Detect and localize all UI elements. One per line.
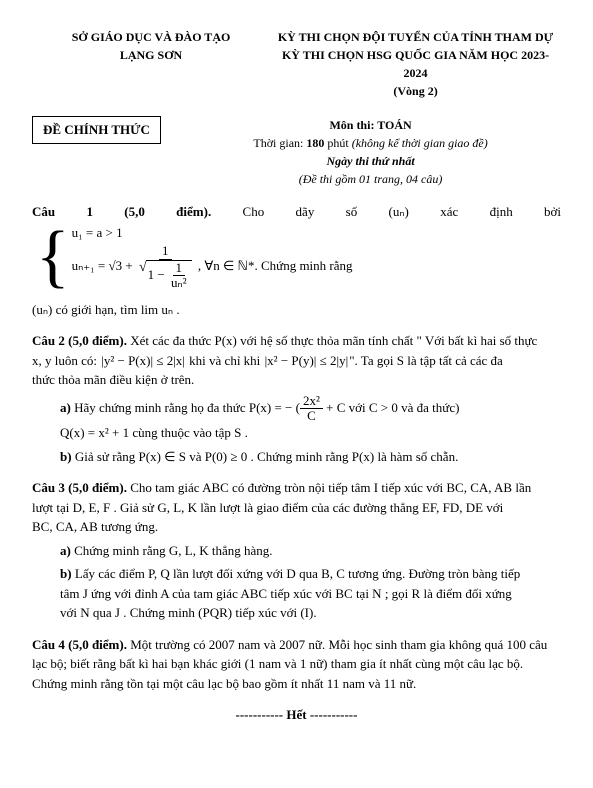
q4-l3: Chứng minh rằng tồn tại một câu lạc bộ b… [32,674,561,694]
question-3: Câu 3 (5,0 điểm). Cho tam giác ABC có đư… [32,478,561,623]
meta-row: ĐỀ CHÍNH THỨC Môn thi: TOÁN Thời gian: 1… [32,116,561,188]
q3-b-text: Lấy các điểm P, Q lần lượt đối xứng với … [72,566,521,581]
question-4: Câu 4 (5,0 điểm). Một trường có 2007 nam… [32,635,561,694]
exam-title-2: KỲ THI CHỌN HSG QUỐC GIA NĂM HỌC 2023-20… [270,46,561,82]
q1-inner-prefix: 1 − [148,267,168,282]
q2-line3: thức thỏa mãn điều kiện ở trên. [32,370,561,390]
q2-b-text: Giả sử rằng P(x) ∈ S và P(0) ≥ 0 . Chứng… [72,449,459,464]
q2-label: Câu 2 (5,0 điểm). [32,333,127,348]
exam-round: (Vòng 2) [270,82,561,100]
q3-l1: Cho tam giác ABC có đường tròn nội tiếp … [127,480,531,495]
q3-label: Câu 3 (5,0 điểm). [32,480,127,495]
q2-b-label: b) [60,449,72,464]
q2-l2c: ". Ta gọi S là tập tất cả các đa [349,353,503,368]
meta-left: ĐỀ CHÍNH THỨC [32,116,180,148]
q2-l2a: x, y luôn có: [32,353,100,368]
q2-l2b: khi và chỉ khi [186,353,264,368]
q1-line2-text: có giới hạn, tìm lim uₙ . [52,302,179,317]
q2-pa-tail: + C với C > 0 và đa thức [323,399,455,414]
q3-l2: lượt tại D, E, F . Giả sử G, L, K lần lư… [32,498,561,518]
q1-label: Câu 1 (5,0 điểm). [32,204,211,219]
q1-sqrt-body: 1 − 1 uₙ² [146,260,192,291]
q2-line2: x, y luôn có: |y² − P(x)| ≤ 2|x| khi và … [32,351,561,371]
meta-right: Môn thi: TOÁN Thời gian: 180 phút (không… [180,116,561,188]
q1-outer-den: √ 1 − 1 uₙ² [136,260,195,291]
header-right: KỲ THI CHỌN ĐỘI TUYỂN CỦA TỈNH THAM DỰ K… [270,28,561,100]
exam-title-1: KỲ THI CHỌN ĐỘI TUYỂN CỦA TỈNH THAM DỰ [270,28,561,46]
subject: Môn thi: TOÁN [180,116,561,134]
question-2: Câu 2 (5,0 điểm). Xét các đa thức P(x) v… [32,331,561,466]
time-note: (không kể thời gian giao đề) [352,136,488,150]
org-line1: SỞ GIÁO DỤC VÀ ĐÀO TẠO [32,28,270,46]
q1-sys-line1: u₁ = a > 1 [72,223,353,243]
q1-text-before: Cho dãy số [211,204,388,219]
q2-sub-a: a) Hãy chứng minh rằng họ đa thức P(x) =… [32,394,561,443]
q2-a-line2: Q(x) = x² + 1 cùng thuộc vào tập S . [60,423,561,443]
q1-sys-line2: uₙ₊₁ = √3 + 1 √ 1 − 1 uₙ² [72,244,353,290]
time-suffix: phút [324,136,351,150]
q2-abs2: |x² − P(y)| ≤ 2|y| [265,353,349,368]
q2-pa-frac: 2x² C [300,394,323,424]
q3-a-label: a) [60,543,71,558]
q1-un: (uₙ) [389,204,409,219]
q1-line2: (uₙ) có giới hạn, tìm lim uₙ . [32,300,561,320]
q4-label: Câu 4 (5,0 điểm). [32,637,127,652]
exam-pages: (Đề thi gồm 01 trang, 04 câu) [180,170,561,188]
q1-inner-num: 1 [173,261,186,276]
q1-system: { u₁ = a > 1 uₙ₊₁ = √3 + 1 √ 1 − 1 [36,222,353,292]
q1-sys-line2-lhs: uₙ₊₁ = √3 + [72,258,136,273]
q1-inner-frac: 1 uₙ² [168,261,190,291]
q2-text: Xét các đa thức P(x) với hệ số thực thỏa… [127,333,537,348]
q1-sqrt: √ 1 − 1 uₙ² [139,260,192,291]
official-box: ĐỀ CHÍNH THỨC [32,116,161,144]
brace-icon: { [36,222,70,292]
q2-pa-num: 2x² [300,394,323,409]
q1-system-lines: u₁ = a > 1 uₙ₊₁ = √3 + 1 √ 1 − 1 uₙ² [72,222,353,292]
q2-abs1: |y² − P(x)| ≤ 2|x| [101,353,185,368]
time-value: 180 [306,136,324,150]
q1-outer-num: 1 [159,244,172,259]
q1-outer-frac: 1 √ 1 − 1 uₙ² [136,244,195,290]
q4-l1: Một trường có 2007 nam và 2007 nữ. Mỗi h… [127,637,547,652]
q1-inner-den: uₙ² [168,276,190,290]
q3-a-text: Chứng minh rằng G, L, K thẳng hàng. [71,543,273,558]
q3-b3: với N qua J . Chứng minh (PQR) tiếp xúc … [60,603,561,623]
q2-a-text: Hãy chứng minh rằng họ đa thức P(x) = − [71,399,293,414]
exam-day: Ngày thi thứ nhất [180,152,561,170]
end-marker: ----------- Hết ----------- [32,705,561,725]
q2-a-label: a) [60,399,71,414]
q2-sub-b: b) Giả sử rằng P(x) ∈ S và P(0) ≥ 0 . Ch… [32,447,561,467]
header: SỞ GIÁO DỤC VÀ ĐÀO TẠO LẠNG SƠN KỲ THI C… [32,28,561,100]
q1-text-mid: xác định bởi [409,204,561,219]
time-prefix: Thời gian: [253,136,306,150]
q3-l3: BC, CA, AB tương ứng. [32,517,561,537]
q3-sub-a: a) Chứng minh rằng G, L, K thẳng hàng. [32,541,561,561]
q3-b2: tâm J ứng với đỉnh A của tam giác ABC ti… [60,584,561,604]
org-line2: LẠNG SƠN [32,46,270,64]
q2-pa-den: C [304,409,319,423]
q3-b-label: b) [60,566,72,581]
q1-tail: , ∀n ∈ ℕ*. Chứng minh rằng [198,258,353,273]
q4-l2: lạc bộ; biết rằng bất kì hai bạn khác gi… [32,654,561,674]
q2-paren-close: ) [455,399,459,414]
header-left: SỞ GIÁO DỤC VÀ ĐÀO TẠO LẠNG SƠN [32,28,270,100]
time-line: Thời gian: 180 phút (không kể thời gian … [180,134,561,152]
q3-sub-b: b) Lấy các điểm P, Q lần lượt đối xứng v… [32,564,561,623]
q1-line2-lead: (uₙ) [32,302,52,317]
question-1: Câu 1 (5,0 điểm). Cho dãy số (uₙ) xác đị… [32,202,561,319]
